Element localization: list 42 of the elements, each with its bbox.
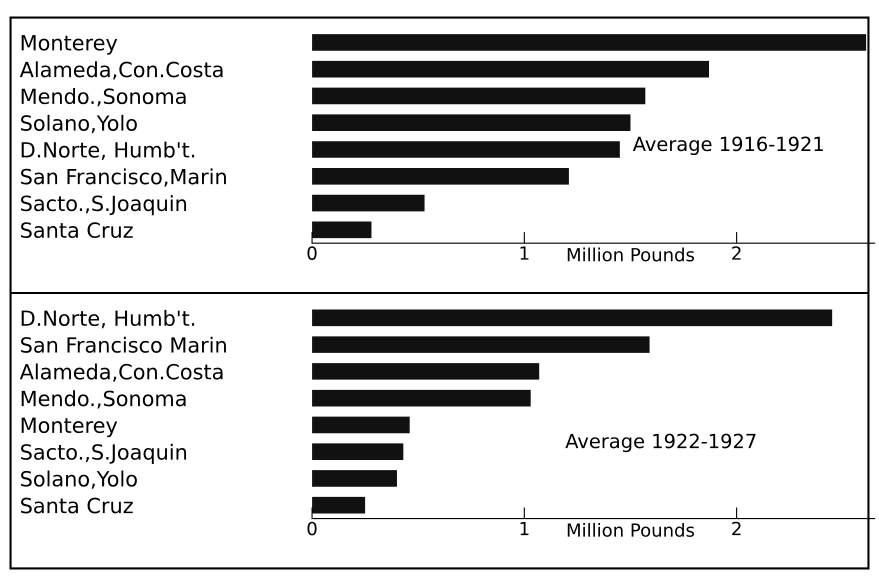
bar — [312, 336, 650, 353]
y-tick-label: Sacto.,S.Joaquin — [21, 195, 186, 216]
bar — [312, 470, 397, 487]
bar — [312, 363, 540, 380]
bar — [312, 496, 366, 514]
x-tick-label: 1 — [520, 246, 528, 260]
y-tick-label: Santa Cruz — [21, 498, 133, 514]
y-tick-label: D.Norte, Humb't. — [22, 310, 194, 328]
y-tick-label: D.Norte, Humb't. — [22, 142, 194, 160]
bar — [312, 114, 630, 132]
bar — [312, 222, 372, 238]
x-tick-label: 0 — [307, 246, 317, 260]
y-tick-label: San Francisco,Marin — [21, 168, 226, 187]
y-tick-label: Santa Cruz — [21, 222, 133, 238]
x-axis-title: Million Pounds — [568, 522, 694, 537]
x-axis-title: Million Pounds — [568, 248, 694, 262]
bar — [312, 34, 866, 51]
bar — [312, 168, 569, 185]
y-tick-label: Solano,Yolo — [21, 114, 137, 134]
y-tick-label: Alameda,Con.Costa — [20, 61, 222, 80]
annotation: Average 1922-1927 — [565, 434, 756, 452]
y-tick-label: Alameda,Con.Costa — [20, 363, 222, 382]
y-tick-label: Mendo.,Sonoma — [22, 390, 186, 408]
bar — [312, 310, 832, 326]
bar — [312, 443, 404, 460]
bar — [312, 60, 710, 78]
y-tick-label: Solano,Yolo — [21, 470, 137, 489]
bar — [312, 141, 620, 158]
x-tick-label: 2 — [732, 246, 741, 260]
y-tick-label: Monterey — [22, 418, 118, 438]
bar — [312, 194, 425, 212]
bar — [312, 416, 410, 434]
x-tick-label: 1 — [520, 522, 528, 536]
y-tick-label: Monterey — [22, 35, 118, 55]
y-tick-label: San Francisco Marin — [21, 336, 226, 353]
x-tick-label: 2 — [732, 522, 741, 536]
y-tick-label: Sacto.,S.Joaquin — [21, 444, 186, 464]
bar — [312, 390, 531, 406]
x-tick-label: 0 — [307, 522, 317, 536]
bar — [312, 88, 646, 104]
annotation: Average 1916-1921 — [632, 136, 823, 156]
y-tick-label: Mendo.,Sonoma — [22, 88, 186, 106]
